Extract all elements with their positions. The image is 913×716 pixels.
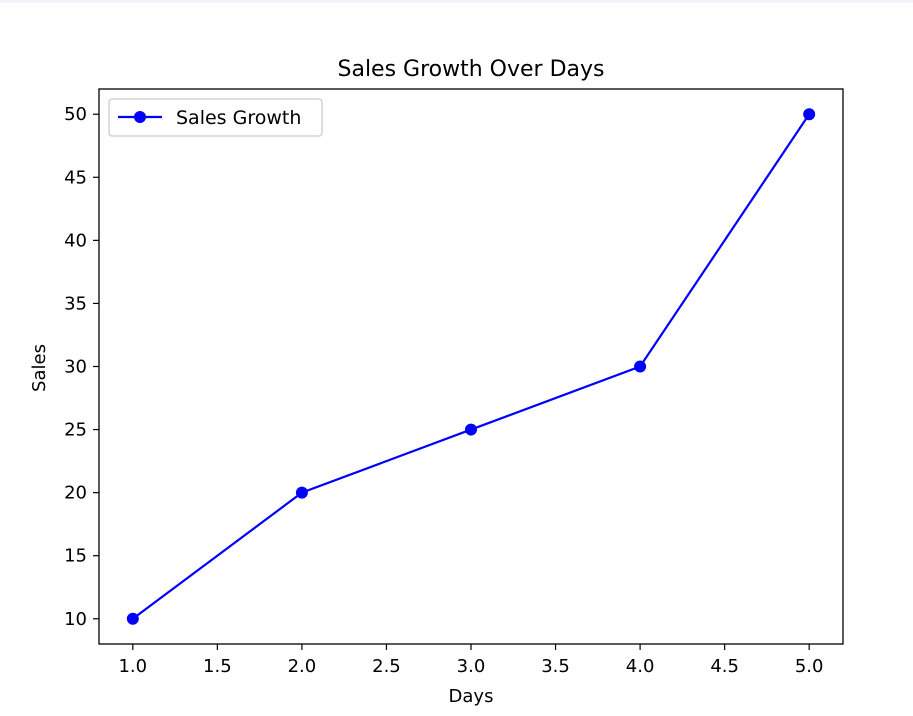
y-tick-label: 10 [64,609,87,630]
y-tick-label: 35 [64,293,87,314]
y-tick-label: 15 [64,546,87,567]
data-point [295,486,308,499]
x-tick-label: 1.0 [118,656,147,677]
legend-box [108,98,323,137]
x-tick-label: 5.0 [795,656,824,677]
data-point [803,108,816,121]
legend-marker-swatch [134,111,146,123]
x-tick-label: 4.5 [710,656,739,677]
chart-title: Sales Growth Over Days [338,57,605,82]
x-tick-label: 2.0 [288,656,317,677]
series-points [126,108,816,625]
data-point [126,612,139,625]
x-tick-label: 1.5 [203,656,232,677]
x-tick-label: 3.0 [457,656,486,677]
y-tick-label: 50 [64,104,87,125]
legend-label: Sales Growth [176,107,301,129]
data-point [465,423,477,436]
y-tick-label: 25 [64,420,87,441]
x-tick-label: 4.0 [626,656,655,677]
data-point [634,360,647,373]
y-axis-label: Sales [29,344,50,392]
x-tick-label: 2.5 [372,656,401,677]
y-tick-label: 45 [64,167,87,188]
x-axis: 1.0 1.5 2.0 2.5 3.0 3.5 4.0 4.5 5.0 [118,644,824,677]
x-tick-label: 3.5 [541,656,570,677]
y-tick-label: 20 [64,483,87,504]
y-axis: 10 15 20 25 30 35 40 45 50 [64,104,99,630]
window-top-strip [0,0,913,3]
legend: Sales Growth [108,98,323,137]
x-axis-label: Days [449,686,494,707]
y-tick-label: 30 [64,357,87,378]
y-tick-label: 40 [64,230,87,251]
